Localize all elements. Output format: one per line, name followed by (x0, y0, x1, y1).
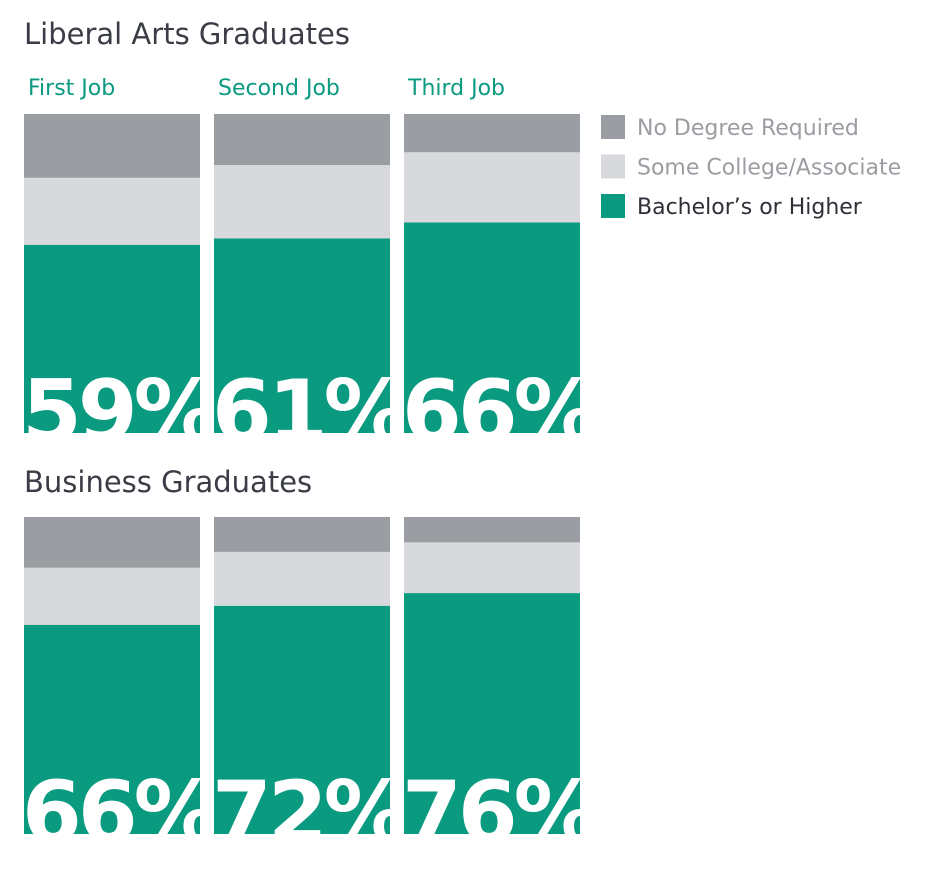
data-label: 66% (22, 763, 218, 863)
bar-segment (214, 517, 390, 552)
bar-segment (404, 152, 580, 223)
data-label: 61% (212, 362, 408, 462)
legend-swatch (601, 194, 625, 218)
bar-segment (24, 114, 200, 178)
data-label: 76% (402, 763, 598, 863)
bar-segment (404, 222, 580, 433)
bar-segment (214, 238, 390, 433)
legend-label: No Degree Required (637, 116, 859, 141)
bar-segment (24, 624, 200, 834)
legend-swatch (601, 154, 625, 179)
bar-segment (24, 177, 200, 245)
bar-segment (214, 551, 390, 606)
legend-label: Some College/Associate (637, 156, 901, 181)
bar-segment (214, 605, 390, 834)
bar-segment (404, 114, 580, 153)
chart-title: Liberal Arts Graduates (24, 17, 350, 51)
x-tick-label: Third Job (407, 76, 505, 101)
bar-segment (404, 593, 580, 834)
chart-title: Business Graduates (24, 465, 312, 499)
bar-segment (404, 517, 580, 543)
data-label: 72% (212, 763, 408, 863)
x-tick-label: Second Job (218, 76, 340, 101)
bar-segment (214, 165, 390, 239)
data-label: 59% (22, 362, 218, 462)
legend-swatch (601, 115, 625, 139)
bar-segment (214, 114, 390, 166)
x-tick-label: First Job (28, 76, 115, 101)
bar-segment (24, 244, 200, 433)
legend-label: Bachelor’s or Higher (637, 195, 863, 220)
bar-segment (24, 517, 200, 568)
bar-segment (24, 567, 200, 625)
bar-segment (404, 542, 580, 594)
data-label: 66% (402, 362, 598, 462)
